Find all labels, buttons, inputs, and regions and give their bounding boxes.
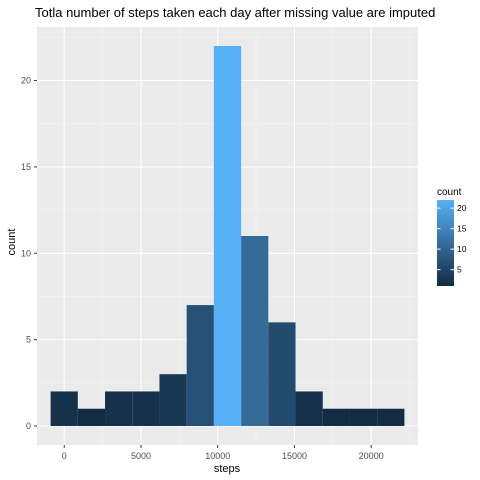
bars-group — [50, 46, 405, 426]
histogram-bar — [159, 374, 187, 426]
x-tick-label: 20000 — [359, 451, 384, 461]
x-tick-label: 10000 — [205, 451, 230, 461]
histogram-bar — [322, 408, 350, 426]
histogram-bar — [77, 408, 106, 426]
y-tick-label: 20 — [21, 76, 31, 86]
histogram-bar — [105, 391, 133, 426]
legend-title: count — [437, 187, 462, 198]
histogram-bar — [132, 391, 160, 426]
legend-label: 20 — [457, 203, 467, 213]
legend-label: 10 — [457, 244, 467, 254]
histogram-bar — [349, 408, 378, 426]
histogram-bar — [50, 391, 78, 426]
legend-label: 5 — [457, 265, 462, 275]
histogram-bar — [241, 236, 269, 426]
histogram-bar — [213, 46, 242, 426]
y-tick-label: 0 — [26, 421, 31, 431]
x-axis: 0 5000 10000 15000 20000 — [62, 445, 384, 461]
histogram-bar — [295, 391, 323, 426]
y-axis: 0 5 10 15 20 — [21, 76, 37, 431]
chart-title: Totla number of steps taken each day aft… — [35, 5, 435, 20]
x-tick-label: 5000 — [131, 451, 151, 461]
histogram-bar — [186, 305, 214, 426]
histogram-bar — [377, 408, 405, 426]
legend-colorbar — [437, 200, 454, 286]
y-axis-title: count — [6, 229, 18, 256]
legend: count 20 15 10 5 — [437, 187, 467, 286]
x-tick-label: 15000 — [282, 451, 307, 461]
x-tick-label: 0 — [62, 451, 67, 461]
y-tick-label: 5 — [26, 335, 31, 345]
legend-label: 15 — [457, 224, 467, 234]
x-axis-title: steps — [214, 463, 241, 475]
y-tick-label: 10 — [21, 248, 31, 258]
y-tick-label: 15 — [21, 162, 31, 172]
histogram-bar — [268, 322, 296, 426]
